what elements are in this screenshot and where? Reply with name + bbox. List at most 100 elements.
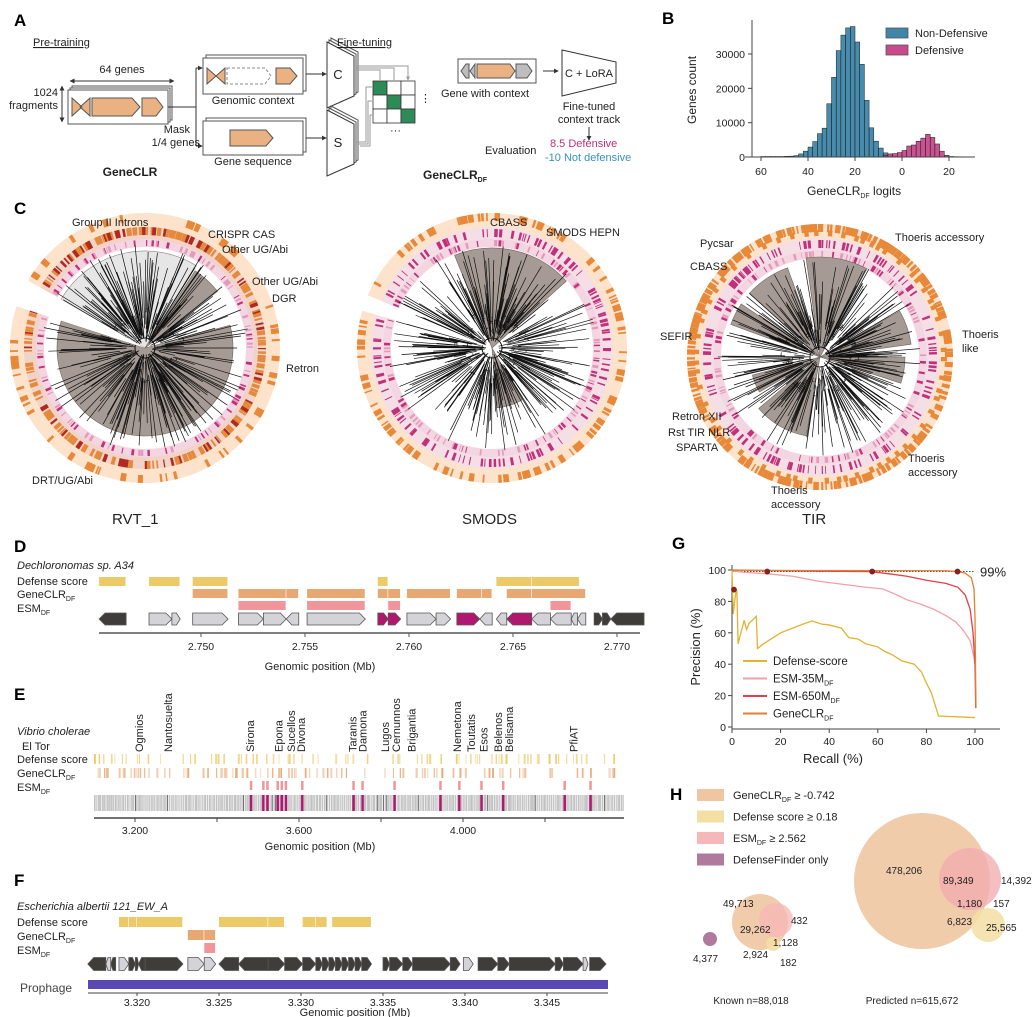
gene-mark: [542, 795, 544, 811]
gene-arrow: [285, 612, 300, 626]
x-tick-label: 3.335: [370, 997, 396, 1009]
ring-mark-orange: [737, 454, 746, 464]
ring-mark-orange: [944, 361, 953, 368]
gene-mark: [106, 795, 108, 811]
bar-defensive: [929, 137, 936, 158]
ring-mark-pink: [560, 422, 567, 429]
gene-arrow: [593, 612, 603, 626]
gene-arrow: [582, 957, 589, 971]
ring-mark-magenta: [741, 437, 749, 446]
gene-arrow: [508, 957, 556, 971]
defense-score-mark: [572, 754, 575, 764]
ring-mark-pink: [220, 415, 227, 421]
gene-mark: [220, 795, 222, 811]
defense-score-mark: [613, 754, 616, 764]
ring-mark-orange: [271, 338, 280, 342]
gene-mark: [389, 795, 391, 811]
prophage-bar: [88, 980, 608, 989]
ring-mark-pink: [245, 328, 252, 332]
ring-mark-orange: [760, 242, 768, 250]
geneclr-mark: [202, 768, 205, 778]
ring-mark-magenta: [377, 379, 387, 385]
ring-mark-red: [228, 266, 236, 274]
ring-mark-pink: [768, 263, 774, 270]
gene-mark: [205, 795, 207, 811]
ring-mark-magenta: [396, 414, 405, 422]
defense-score-mark: [215, 754, 217, 764]
ring-mark-pink: [145, 240, 148, 247]
esm-mark: [589, 781, 592, 790]
ring-mark-magenta: [592, 297, 601, 304]
ring-mark-orange: [903, 258, 911, 266]
gene-mark: [538, 795, 540, 811]
ring-mark-magenta: [705, 331, 714, 335]
ring-mark-pink: [557, 424, 564, 431]
ring-mark-red: [253, 376, 263, 382]
ring-mark-magenta: [397, 275, 405, 281]
ring-mark-pink: [401, 403, 409, 410]
ring-mark-magenta: [730, 279, 739, 287]
ring-mark-orange: [791, 226, 796, 235]
ring-mark-pink: [907, 305, 914, 311]
geneclr-mark: [614, 768, 616, 778]
ring-mark-magenta: [928, 346, 937, 349]
ring-mark-red: [205, 246, 213, 255]
gene-arrow: [449, 957, 461, 971]
gene-arrow: [128, 957, 136, 971]
ring-mark-pink: [235, 297, 242, 303]
ring-mark-pink: [552, 429, 557, 436]
geneclr-mark: [291, 768, 293, 778]
defense-score-mark: [272, 754, 275, 764]
ring-mark-red: [26, 319, 36, 326]
ring-mark-orange: [698, 408, 707, 414]
gene-mark: [504, 795, 506, 811]
ring-mark-pink: [409, 277, 415, 283]
ring-mark-pink: [246, 342, 253, 345]
known-count-esm-only: 432: [791, 916, 808, 927]
ring-mark-orange: [410, 238, 418, 248]
ring-mark-pink: [495, 240, 498, 247]
x-tick-label: 3.330: [288, 997, 314, 1009]
ring-mark-orange: [159, 473, 163, 483]
clade-label: Pycsar: [700, 238, 734, 250]
ring-mark-red: [244, 291, 254, 299]
ring-mark-orange: [927, 408, 935, 416]
ring-mark-orange: [404, 445, 415, 455]
ring-mark-red: [152, 227, 157, 236]
ring-mark-magenta: [928, 365, 937, 369]
ring-mark-orange: [687, 357, 696, 360]
ring-mark-pink: [542, 436, 547, 442]
gene-mark: [288, 795, 290, 811]
system-label: Nantosuelta: [163, 692, 175, 752]
system-label: Lugos: [380, 722, 392, 752]
ring-mark-pink: [111, 444, 116, 452]
esm-mark: [266, 781, 269, 790]
ring-mark-magenta: [777, 247, 782, 256]
ring-mark-pink: [140, 449, 144, 456]
gene-mark: [602, 795, 603, 811]
gene-mark: [386, 795, 388, 811]
clade-label: CBASS: [490, 217, 527, 229]
ring-mark-orange: [711, 278, 720, 286]
gene-mark: [423, 795, 424, 811]
ring-mark-orange: [760, 463, 767, 471]
ring-mark-orange: [270, 327, 280, 335]
ring-mark-magenta: [744, 265, 752, 275]
defense-score-mark: [498, 754, 500, 764]
gene-mark: [471, 795, 472, 811]
ring-mark-magenta: [453, 234, 458, 244]
ring-mark-pink: [68, 270, 75, 276]
ring-mark-orange: [767, 471, 776, 482]
defense-gene-mark: [361, 795, 364, 811]
gene-mark: [207, 795, 208, 811]
ring-mark-pink: [238, 387, 245, 391]
legend-swatch: [697, 789, 724, 801]
ring-mark-magenta: [762, 451, 768, 460]
geneclr-mark: [106, 768, 109, 778]
ring-mark-pink: [910, 312, 917, 316]
geneclr-mark: [309, 768, 311, 778]
gene-mark: [369, 795, 371, 811]
gene-mark: [373, 795, 374, 811]
ring-mark-magenta: [591, 294, 600, 300]
x-axis-label-sub: DF: [860, 193, 869, 200]
